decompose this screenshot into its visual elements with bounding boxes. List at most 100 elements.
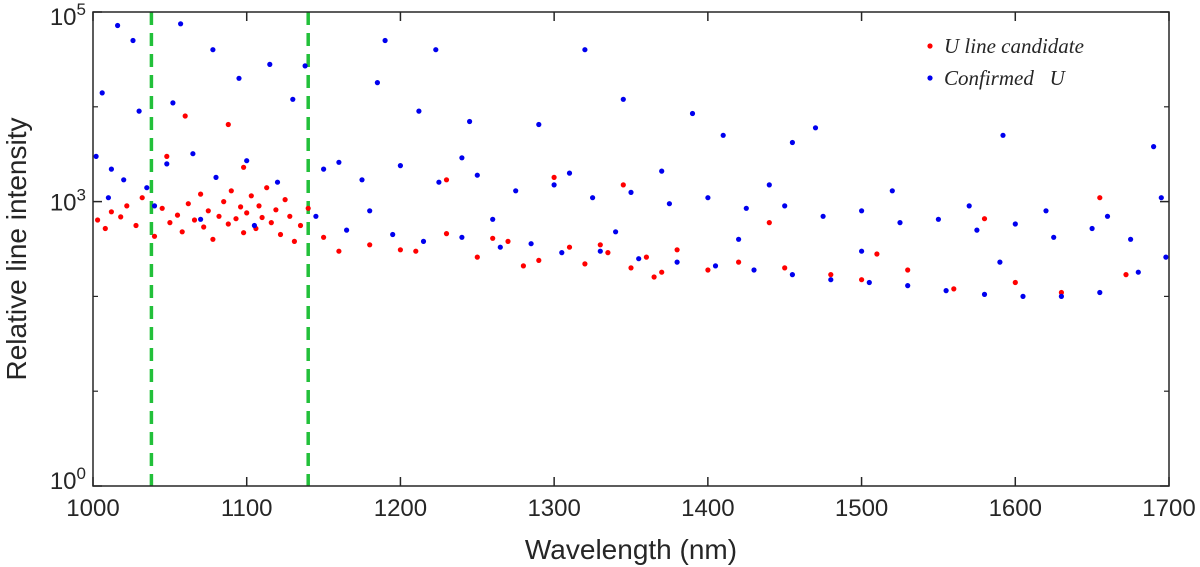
point-s1-61 (313, 213, 319, 219)
point-s1-13 (290, 96, 296, 102)
point-s0-17 (210, 236, 216, 242)
point-s1-36 (397, 163, 403, 169)
point-s1-48 (859, 208, 865, 214)
point-s1-19 (689, 110, 696, 117)
point-s0-12 (185, 201, 191, 207)
point-s0-31 (268, 220, 274, 226)
point-s1-4 (267, 61, 273, 67)
point-s0-76 (597, 242, 603, 248)
point-s1-55 (1128, 236, 1134, 242)
point-s0-21 (228, 188, 234, 194)
point-s1-9 (99, 90, 105, 96)
y-tick-labels: 100 103 105 (50, 0, 86, 495)
point-s1-24 (1151, 144, 1157, 150)
point-s1-3 (210, 47, 216, 53)
point-s0-53 (643, 254, 650, 260)
point-s0-35 (287, 213, 293, 219)
point-s0-49 (566, 244, 573, 250)
point-s0-18 (216, 213, 222, 219)
point-s0-45 (443, 231, 450, 237)
point-s0-23 (238, 204, 244, 210)
point-s0-4 (124, 203, 130, 209)
point-s1-89 (766, 182, 772, 188)
point-s1-90 (889, 188, 895, 194)
point-s1-71 (674, 259, 680, 265)
point-s1-97 (736, 236, 742, 242)
point-s1-26 (108, 166, 114, 172)
y-axis-title: Relative line intensity (1, 117, 32, 380)
point-s1-93 (1104, 213, 1111, 219)
y-tick-label-0: 100 (50, 464, 86, 495)
point-s1-58 (151, 203, 158, 209)
point-s1-17 (536, 121, 542, 128)
point-s1-68 (559, 250, 565, 256)
point-s1-37 (436, 179, 442, 185)
point-s0-24 (241, 230, 247, 236)
x-tick-label-5: 1500 (835, 495, 888, 522)
y-tick-label-2: 105 (50, 0, 86, 31)
point-s1-84 (1163, 254, 1169, 260)
point-s0-39 (225, 121, 231, 128)
plot-frame (92, 11, 1170, 487)
point-s1-86 (459, 155, 465, 161)
point-s0-16 (205, 208, 211, 214)
x-tick-label-6: 1600 (989, 495, 1042, 522)
legend-marker-confirmed (927, 75, 933, 81)
point-s1-69 (597, 248, 603, 254)
point-s1-66 (497, 244, 503, 250)
legend-marker-candidate (927, 43, 933, 49)
point-s0-44 (413, 248, 419, 254)
plot-background (93, 12, 1169, 486)
point-s1-23 (1000, 132, 1006, 138)
point-s1-52 (1012, 221, 1018, 227)
point-s0-64 (905, 267, 911, 273)
legend: U line candidate Confirmed U (927, 34, 1084, 90)
point-s1-85 (336, 159, 342, 165)
point-s1-25 (93, 153, 99, 159)
point-s0-59 (736, 259, 742, 265)
vertical-markers (149, 12, 310, 486)
point-s0-77 (651, 274, 657, 280)
y-tick-label-1: 103 (50, 186, 86, 217)
point-s1-44 (705, 195, 711, 201)
point-s1-22 (812, 125, 819, 131)
point-s1-35 (359, 177, 365, 183)
point-s0-69 (1097, 195, 1103, 201)
point-s0-73 (397, 247, 403, 253)
point-s1-95 (490, 216, 496, 222)
point-s0-9 (167, 220, 173, 226)
point-s0-62 (859, 277, 865, 283)
point-s0-40 (241, 164, 247, 170)
point-s1-99 (997, 259, 1003, 265)
point-s0-43 (367, 242, 373, 248)
series-1 (93, 21, 1169, 299)
legend-label-confirmed: Confirmed U (944, 66, 1067, 90)
point-s0-50 (582, 261, 588, 267)
point-s0-20 (225, 221, 231, 227)
point-s0-6 (139, 195, 145, 201)
x-tick-labels: 1000 1100 1200 1300 1400 1500 1600 1700 (66, 495, 1195, 522)
point-s1-16 (467, 118, 473, 125)
point-s1-27 (121, 177, 127, 183)
x-tick-label-7: 1700 (1142, 495, 1195, 522)
point-s0-0 (95, 217, 101, 223)
point-s0-3 (118, 214, 124, 220)
point-s0-42 (321, 234, 327, 240)
point-s1-39 (513, 188, 519, 194)
point-s0-32 (273, 207, 279, 213)
point-s0-51 (605, 250, 611, 256)
point-s0-68 (1058, 289, 1064, 296)
point-s0-46 (474, 254, 480, 260)
point-s0-74 (490, 235, 496, 241)
point-s0-26 (248, 193, 254, 199)
point-s1-80 (1020, 293, 1026, 299)
point-s1-50 (935, 216, 942, 222)
x-tick-label-1: 1100 (221, 495, 273, 522)
point-s1-87 (566, 170, 573, 176)
point-s1-2 (178, 21, 184, 27)
point-s0-10 (174, 212, 181, 218)
point-s0-56 (551, 174, 557, 180)
point-s0-60 (782, 265, 788, 271)
point-s1-78 (943, 288, 949, 294)
